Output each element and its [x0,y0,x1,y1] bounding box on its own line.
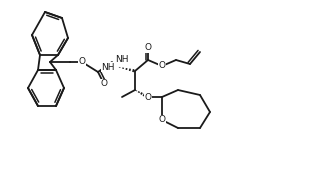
Text: O: O [158,116,166,125]
Text: NH: NH [101,62,115,71]
Text: O: O [100,80,108,89]
Text: O: O [158,61,166,71]
Text: O: O [78,57,86,66]
Text: O: O [145,43,152,52]
Text: NH: NH [115,56,129,65]
Text: O: O [145,93,152,102]
